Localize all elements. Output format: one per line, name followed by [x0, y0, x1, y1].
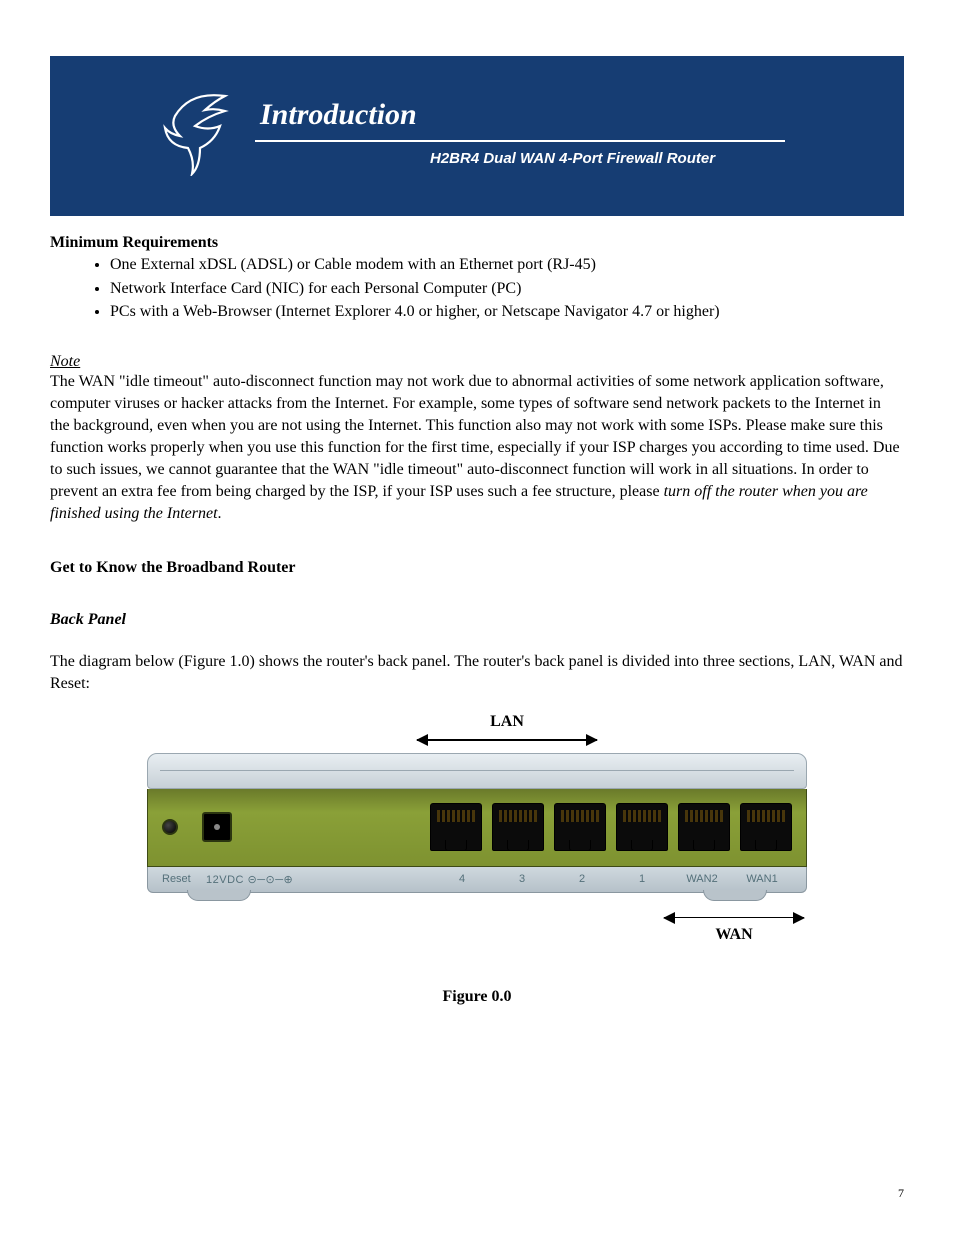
lan-label: LAN: [490, 713, 524, 731]
note-label: Note: [50, 353, 904, 371]
header-banner: Introduction H2BR4 Dual WAN 4-Port Firew…: [50, 56, 904, 216]
router-foot: [703, 890, 767, 901]
power-jack-icon: [202, 812, 232, 842]
wan-label: WAN: [715, 926, 752, 944]
hawk-logo-icon: [160, 86, 240, 176]
port-label: 4: [432, 873, 492, 885]
page-number: 7: [50, 1186, 904, 1201]
banner-subtitle: H2BR4 Dual WAN 4-Port Firewall Router: [430, 150, 715, 167]
port-label: WAN2: [672, 873, 732, 885]
requirements-heading: Minimum Requirements: [50, 234, 904, 252]
port-label: 3: [492, 873, 552, 885]
router-diagram: LAN Reset 12VDC ⊝─⊙─⊕ 4: [50, 713, 904, 1006]
note-body-pre: The WAN "idle timeout" auto-disconnect f…: [50, 373, 900, 500]
lan-port-3: [492, 803, 544, 851]
reset-button-icon: [162, 819, 178, 835]
requirement-item: Network Interface Card (NIC) for each Pe…: [110, 278, 904, 300]
lan-port-1: [616, 803, 668, 851]
note-body: The WAN "idle timeout" auto-disconnect f…: [50, 371, 904, 526]
wan-port-1: [740, 803, 792, 851]
back-panel-subheading: Back Panel: [50, 611, 904, 629]
port-label: 1: [612, 873, 672, 885]
banner-underline: [255, 140, 785, 142]
reset-label: Reset: [162, 873, 206, 885]
port-label: WAN1: [732, 873, 792, 885]
wan-port-2: [678, 803, 730, 851]
requirement-item: PCs with a Web-Browser (Internet Explore…: [110, 301, 904, 323]
requirement-item: One External xDSL (ADSL) or Cable modem …: [110, 254, 904, 276]
lan-port-4: [430, 803, 482, 851]
wan-arrow: [664, 917, 804, 919]
figure-caption: Figure 0.0: [442, 988, 511, 1006]
banner-title: Introduction: [260, 98, 417, 132]
router-back-panel: Reset 12VDC ⊝─⊙─⊕ 4 3 2 1 WAN2 WAN1: [147, 753, 807, 893]
router-foot: [187, 890, 251, 901]
port-label: 2: [552, 873, 612, 885]
diagram-intro: The diagram below (Figure 1.0) shows the…: [50, 651, 904, 695]
lan-port-2: [554, 803, 606, 851]
router-top-chassis: [147, 753, 807, 789]
requirements-list: One External xDSL (ADSL) or Cable modem …: [50, 254, 904, 323]
router-face: [147, 789, 807, 867]
section-get-to-know: Get to Know the Broadband Router: [50, 559, 904, 577]
note-body-post: .: [218, 505, 222, 522]
lan-arrow: [417, 739, 597, 741]
power-label: 12VDC ⊝─⊙─⊕: [206, 873, 326, 886]
